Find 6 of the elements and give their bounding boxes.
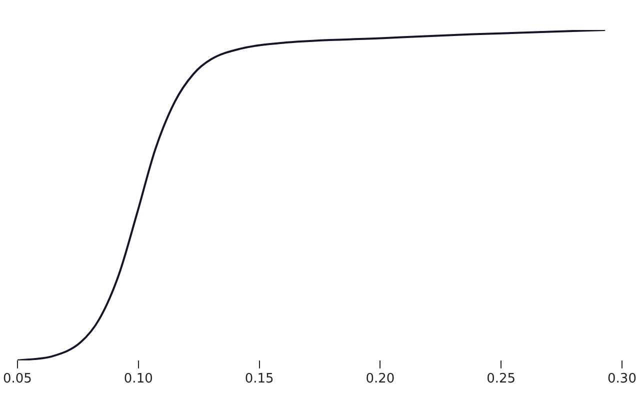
x-tick-label: 0.10: [124, 372, 153, 387]
x-tick-label: 0.05: [2, 372, 32, 387]
x-tick-label: 0.30: [608, 372, 636, 387]
x-tick-label: 0.20: [366, 372, 395, 387]
x-tick-label: 0.15: [244, 372, 274, 387]
x-tick-label: 0.25: [486, 372, 516, 387]
